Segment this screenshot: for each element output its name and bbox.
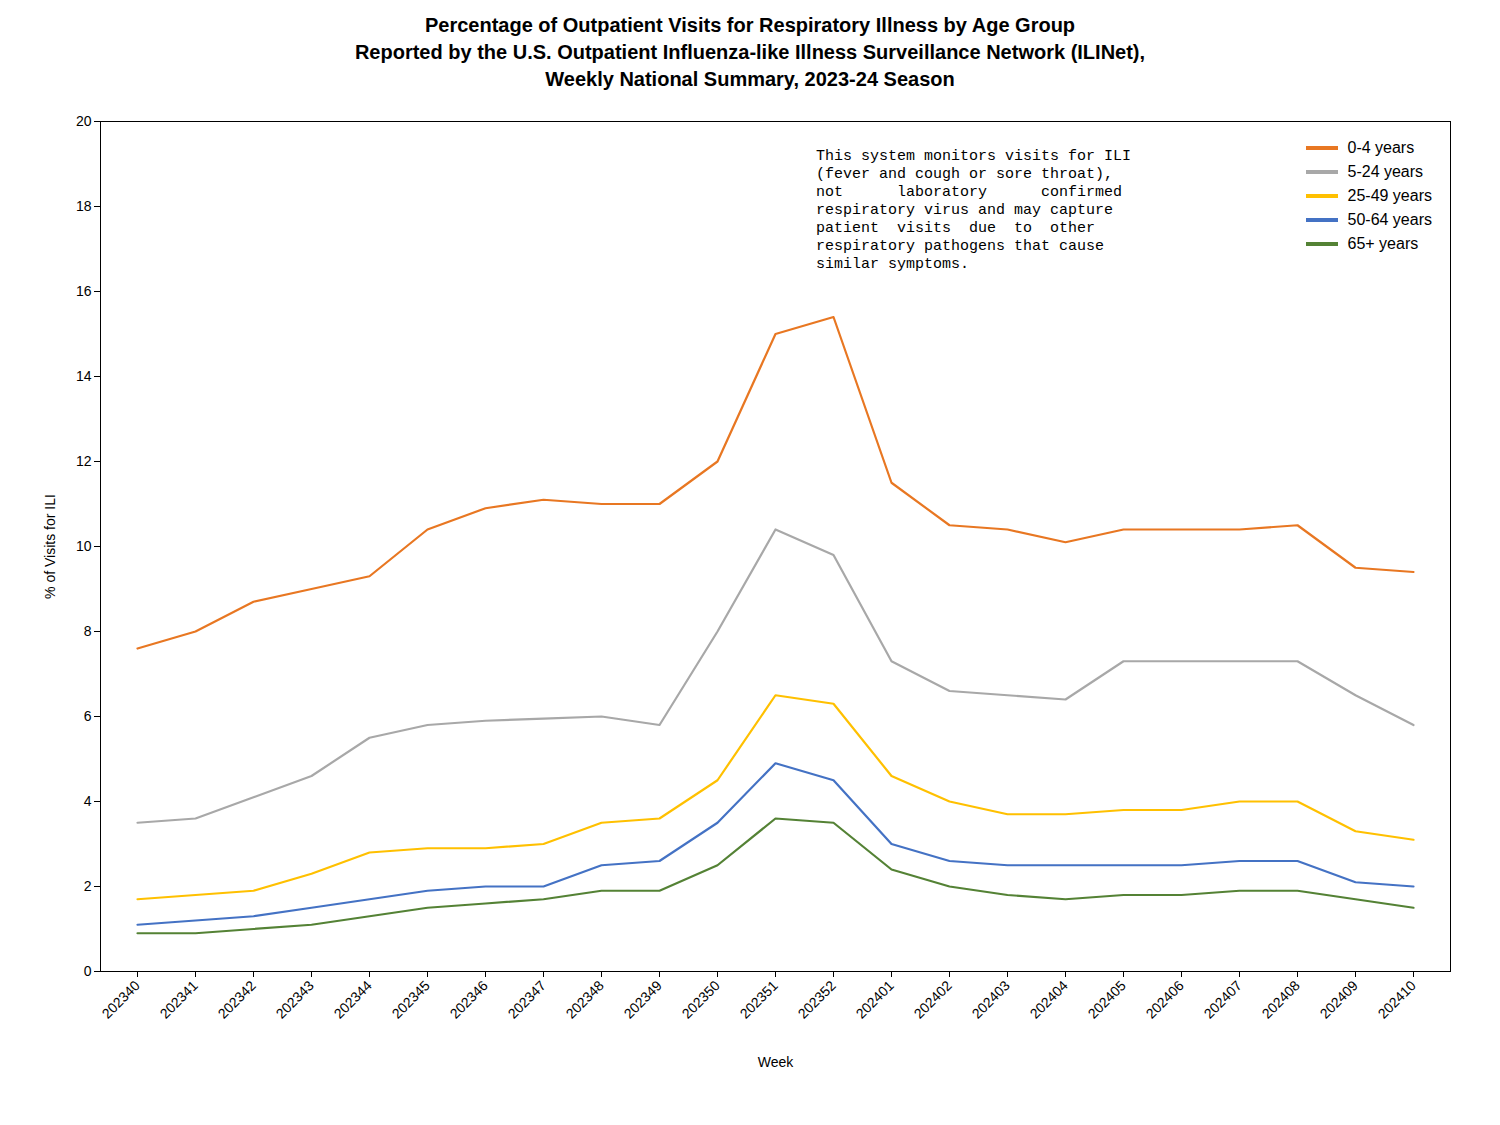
svg-text:202402: 202402 [910,977,954,1021]
svg-text:8: 8 [84,623,92,639]
svg-text:202346: 202346 [446,977,490,1021]
svg-text:202406: 202406 [1142,977,1186,1021]
svg-text:202409: 202409 [1316,977,1360,1021]
svg-text:202344: 202344 [330,977,374,1021]
svg-text:6: 6 [84,708,92,724]
svg-text:202341: 202341 [156,977,200,1021]
svg-text:Week: Week [758,1054,795,1070]
svg-text:18: 18 [76,198,92,214]
svg-text:14: 14 [76,368,92,384]
svg-text:202347: 202347 [504,977,548,1021]
svg-text:202351: 202351 [736,977,780,1021]
svg-text:202407: 202407 [1200,977,1244,1021]
svg-text:202350: 202350 [678,977,722,1021]
svg-text:202342: 202342 [214,977,258,1021]
svg-text:10: 10 [76,538,92,554]
svg-text:12: 12 [76,453,92,469]
svg-text:202345: 202345 [388,977,432,1021]
svg-text:202343: 202343 [272,977,316,1021]
svg-text:% of Visits for ILI: % of Visits for ILI [42,494,58,599]
svg-text:202401: 202401 [852,977,896,1021]
svg-text:16: 16 [76,283,92,299]
svg-text:202408: 202408 [1258,977,1302,1021]
svg-text:202348: 202348 [562,977,606,1021]
svg-text:202405: 202405 [1084,977,1128,1021]
svg-text:202349: 202349 [620,977,664,1021]
svg-text:202403: 202403 [968,977,1012,1021]
svg-text:20: 20 [76,113,92,129]
svg-text:202340: 202340 [98,977,142,1021]
svg-text:202352: 202352 [794,977,838,1021]
svg-text:2: 2 [84,878,92,894]
svg-text:This system monitors visits fo: This system monitors visits for ILI(feve… [816,148,1131,273]
svg-text:0: 0 [84,963,92,979]
svg-text:202410: 202410 [1374,977,1418,1021]
svg-text:4: 4 [84,793,92,809]
svg-text:202404: 202404 [1026,977,1070,1021]
